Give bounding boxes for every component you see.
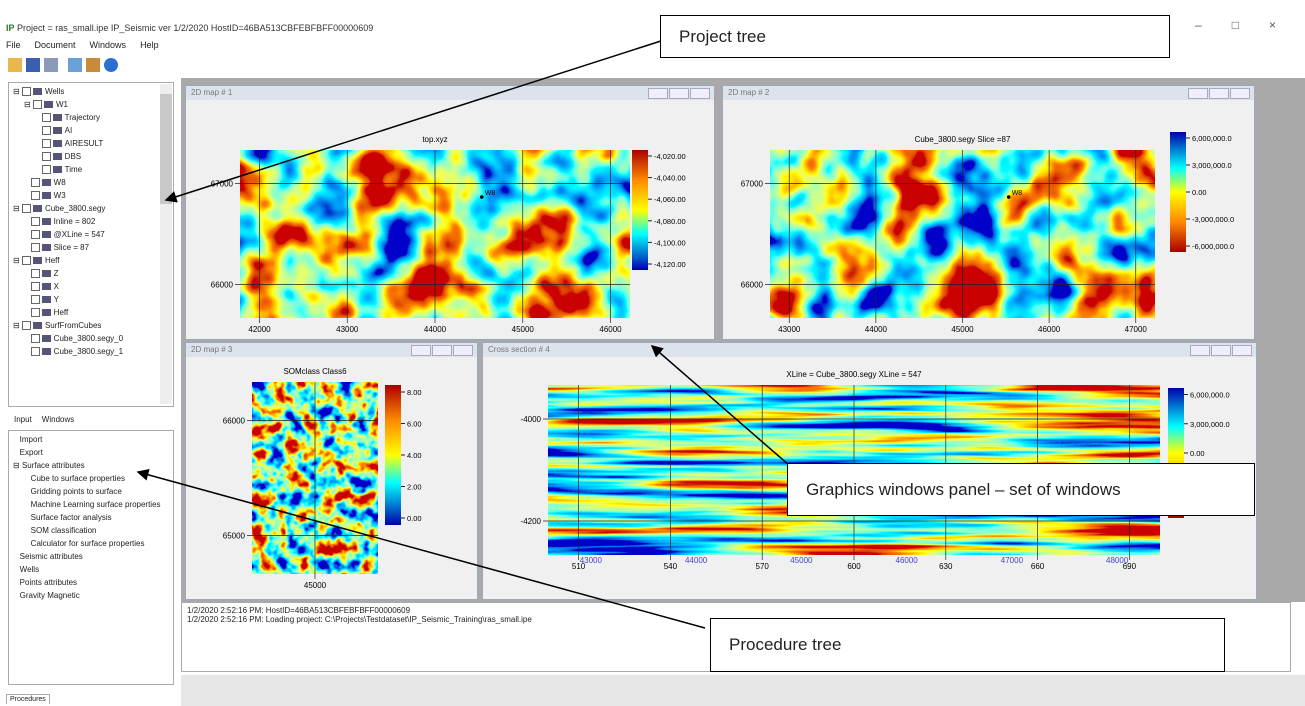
tree-item[interactable]: Export bbox=[13, 446, 173, 459]
tree-label[interactable]: X bbox=[53, 282, 60, 291]
tree-item[interactable]: SOM classification bbox=[13, 524, 173, 537]
tree-label[interactable]: Cube_3800.segy_1 bbox=[53, 347, 124, 356]
tool-paste[interactable] bbox=[86, 58, 100, 72]
graphics-panel bbox=[181, 78, 1305, 602]
tree-label[interactable]: Calculator for surface properties bbox=[30, 539, 145, 548]
tree-label[interactable]: Heff bbox=[53, 308, 69, 317]
tree-item[interactable]: Heff bbox=[13, 306, 173, 319]
tree-label[interactable]: AIRESULT bbox=[64, 139, 104, 148]
procedures-tab[interactable]: Procedures bbox=[6, 694, 50, 704]
tree-label[interactable]: Gravity Magnetic bbox=[19, 591, 80, 600]
tree-label[interactable]: Time bbox=[64, 165, 83, 174]
tree-item[interactable]: Inline = 802 bbox=[13, 215, 173, 228]
tree-item[interactable]: ⊟ W1 bbox=[24, 100, 68, 110]
tool-save[interactable] bbox=[26, 58, 40, 72]
tree-item[interactable]: Y bbox=[13, 293, 173, 306]
tree-label[interactable]: @XLine = 547 bbox=[53, 230, 105, 239]
tree-item[interactable]: @XLine = 547 bbox=[13, 228, 173, 241]
callout: Project tree bbox=[660, 15, 1170, 58]
tree-label[interactable]: Gridding points to surface bbox=[30, 487, 122, 496]
tree-item[interactable]: X bbox=[13, 280, 173, 293]
window-controls[interactable]: – □ × bbox=[1195, 18, 1276, 32]
tool-help[interactable] bbox=[104, 58, 118, 72]
tree-item[interactable]: DBS bbox=[13, 150, 173, 163]
tree-item[interactable]: ⊟ Surface attributes bbox=[13, 461, 85, 470]
tree-item[interactable]: Wells bbox=[13, 563, 173, 576]
scrollbar bbox=[160, 84, 172, 404]
tree-label[interactable]: DBS bbox=[64, 152, 82, 161]
tool-print[interactable] bbox=[44, 58, 58, 72]
tree-item[interactable]: Slice = 87 bbox=[13, 241, 173, 254]
tree-item[interactable]: Time bbox=[13, 163, 173, 176]
tree-label[interactable]: W1 bbox=[55, 100, 68, 109]
tree-label[interactable]: Cube_3800.segy bbox=[44, 204, 106, 213]
callout: Procedure tree bbox=[710, 618, 1225, 672]
tree-label[interactable]: Cube_3800.segy_0 bbox=[53, 334, 124, 343]
tree-label[interactable]: Cube to surface properties bbox=[30, 474, 125, 483]
tree-item[interactable]: W3 bbox=[13, 189, 173, 202]
tree-item[interactable]: Cube_3800.segy_1 bbox=[13, 345, 173, 358]
tree-label[interactable]: Inline = 802 bbox=[53, 217, 96, 226]
tree-item[interactable]: Points attributes bbox=[13, 576, 173, 589]
tabs: Input Windows bbox=[14, 415, 74, 429]
procedure-tree: Import Export ⊟ Surface attributes Cube t… bbox=[8, 430, 174, 685]
tree-label[interactable]: Seismic attributes bbox=[19, 552, 83, 561]
tree-item[interactable]: Gridding points to surface bbox=[13, 485, 173, 498]
title-bar: IP Project = ras_small.ipe IP_Seismic ve… bbox=[6, 23, 374, 33]
tree-label[interactable]: Slice = 87 bbox=[53, 243, 90, 252]
tree-label[interactable]: Heff bbox=[44, 256, 60, 265]
status-bar bbox=[181, 675, 1305, 706]
tree-item[interactable]: ⊟ Heff bbox=[13, 256, 60, 266]
tree-label[interactable]: Export bbox=[19, 448, 43, 457]
tree-label[interactable]: Import bbox=[19, 435, 43, 444]
tree-label[interactable]: Trajectory bbox=[64, 113, 100, 122]
tree-item[interactable]: Machine Learning surface properties bbox=[13, 498, 173, 511]
tree-item[interactable]: AIRESULT bbox=[13, 137, 173, 150]
tree-label[interactable]: Surface factor analysis bbox=[30, 513, 112, 522]
tree-label[interactable]: Machine Learning surface properties bbox=[30, 500, 161, 509]
tool-open[interactable] bbox=[8, 58, 22, 72]
tab[interactable]: Input bbox=[14, 415, 32, 424]
tree-label[interactable]: Surface attributes bbox=[21, 461, 85, 470]
tree-item[interactable]: ⊟ SurfFromCubes bbox=[13, 321, 102, 331]
tree-item[interactable]: Import bbox=[13, 433, 173, 446]
tree-item[interactable]: AI bbox=[13, 124, 173, 137]
tree-label[interactable]: SOM classification bbox=[30, 526, 97, 535]
tree-item[interactable]: ⊟ Wells bbox=[13, 87, 65, 97]
toolbar bbox=[8, 58, 118, 74]
tree-item[interactable]: Z bbox=[13, 267, 173, 280]
tree-item[interactable]: Cube_3800.segy_0 bbox=[13, 332, 173, 345]
tree-label[interactable]: AI bbox=[64, 126, 73, 135]
tree-label[interactable]: Wells bbox=[44, 87, 65, 96]
tree-item[interactable]: Cube to surface properties bbox=[13, 472, 173, 485]
tab[interactable]: Windows bbox=[41, 415, 75, 424]
menu-item[interactable]: Document bbox=[34, 40, 76, 50]
log-line: 1/2/2020 2:52:16 PM: HostID=46BA513CBFEB… bbox=[187, 606, 411, 615]
menu-item[interactable]: Windows bbox=[89, 40, 127, 50]
menu-item[interactable]: File bbox=[6, 40, 21, 50]
tree-label[interactable]: Z bbox=[53, 269, 59, 278]
tree-label[interactable]: Points attributes bbox=[19, 578, 78, 587]
window-title: Project = ras_small.ipe IP_Seismic ver 1… bbox=[17, 23, 374, 33]
tree-item[interactable]: Seismic attributes bbox=[13, 550, 173, 563]
tree-item[interactable]: Surface factor analysis bbox=[13, 511, 173, 524]
project-tree: ⊟ Wells ⊟ W1 Trajectory AI AIRESULT DBS T… bbox=[8, 82, 174, 407]
tree-label[interactable]: W3 bbox=[53, 191, 66, 200]
menu-bar: File Document Windows Help bbox=[6, 40, 159, 54]
tree-item[interactable]: W8 bbox=[13, 176, 173, 189]
tree-label[interactable]: Wells bbox=[19, 565, 40, 574]
tree-item[interactable]: Calculator for surface properties bbox=[13, 537, 173, 550]
tree-label[interactable]: W8 bbox=[53, 178, 66, 187]
tree-item[interactable]: ⊟ Cube_3800.segy bbox=[13, 204, 106, 214]
tree-label[interactable]: SurfFromCubes bbox=[44, 321, 102, 330]
menu-item[interactable]: Help bbox=[140, 40, 159, 50]
tree-label[interactable]: Y bbox=[53, 295, 60, 304]
tree-item[interactable]: Trajectory bbox=[13, 111, 173, 124]
tree-item[interactable]: Gravity Magnetic bbox=[13, 589, 173, 602]
tool-copy[interactable] bbox=[68, 58, 82, 72]
callout: Graphics windows panel – set of windows bbox=[787, 463, 1255, 516]
